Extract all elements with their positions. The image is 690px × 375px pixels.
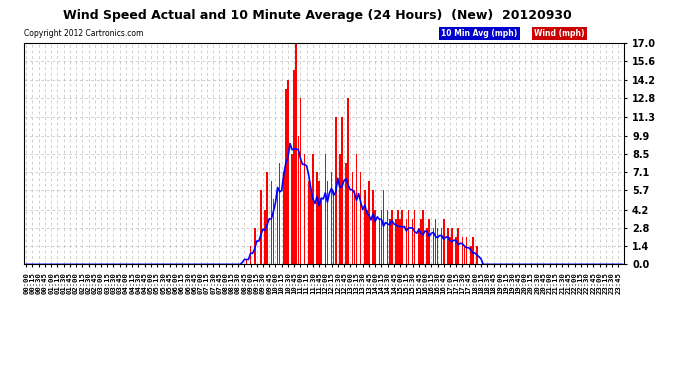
Bar [408, 210, 409, 264]
Bar [293, 70, 295, 264]
Bar [333, 190, 335, 264]
Bar [418, 228, 420, 264]
Bar [402, 210, 403, 264]
Bar [412, 219, 413, 264]
Bar [466, 237, 467, 264]
Bar [304, 154, 306, 264]
Bar [406, 219, 407, 264]
Bar [395, 219, 397, 264]
Bar [391, 210, 393, 264]
Bar [426, 228, 428, 264]
Bar [345, 163, 347, 264]
Text: 10 Min Avg (mph): 10 Min Avg (mph) [442, 29, 518, 38]
Bar [335, 117, 337, 264]
Bar [447, 228, 448, 264]
Bar [472, 237, 473, 264]
Bar [422, 210, 424, 264]
Bar [273, 199, 274, 264]
Text: Wind Speed Actual and 10 Minute Average (24 Hours)  (New)  20120930: Wind Speed Actual and 10 Minute Average … [63, 9, 572, 22]
Bar [351, 172, 353, 264]
Bar [379, 219, 380, 264]
Bar [308, 181, 310, 264]
Bar [246, 261, 247, 264]
Bar [277, 190, 278, 264]
Bar [464, 246, 465, 264]
Bar [250, 246, 251, 264]
Bar [270, 181, 272, 264]
Bar [310, 190, 312, 264]
Bar [451, 228, 453, 264]
Bar [341, 117, 343, 264]
Bar [318, 181, 320, 264]
Bar [287, 80, 289, 264]
Bar [449, 237, 451, 264]
Bar [470, 246, 471, 264]
Bar [316, 172, 318, 264]
Bar [375, 210, 376, 264]
Bar [320, 199, 322, 264]
Bar [428, 219, 430, 264]
Bar [355, 154, 357, 264]
Bar [373, 190, 374, 264]
Bar [264, 210, 266, 264]
Bar [389, 219, 391, 264]
Bar [312, 154, 314, 264]
Bar [359, 172, 362, 264]
Bar [254, 228, 255, 264]
Bar [326, 181, 328, 264]
Bar [266, 172, 268, 264]
Text: Copyright 2012 Cartronics.com: Copyright 2012 Cartronics.com [24, 29, 144, 38]
Bar [443, 219, 444, 264]
Bar [400, 219, 401, 264]
Bar [457, 228, 459, 264]
Bar [420, 219, 422, 264]
Bar [285, 88, 287, 264]
Bar [291, 154, 293, 264]
Bar [433, 228, 434, 264]
Bar [283, 172, 285, 264]
Bar [339, 154, 341, 264]
Bar [353, 190, 355, 264]
Bar [279, 163, 280, 264]
Bar [435, 219, 436, 264]
Bar [331, 172, 333, 264]
Text: Wind (mph): Wind (mph) [535, 29, 585, 38]
Bar [462, 237, 463, 264]
Bar [364, 190, 366, 264]
Bar [295, 43, 297, 264]
Bar [476, 246, 477, 264]
Bar [368, 181, 370, 264]
Bar [381, 210, 382, 264]
Bar [387, 210, 388, 264]
Bar [299, 98, 302, 264]
Bar [455, 237, 457, 264]
Bar [260, 190, 262, 264]
Bar [397, 210, 399, 264]
Bar [347, 98, 349, 264]
Bar [366, 210, 368, 264]
Bar [414, 210, 415, 264]
Bar [297, 135, 299, 264]
Bar [437, 228, 438, 264]
Bar [383, 190, 384, 264]
Bar [324, 154, 326, 264]
Bar [441, 228, 442, 264]
